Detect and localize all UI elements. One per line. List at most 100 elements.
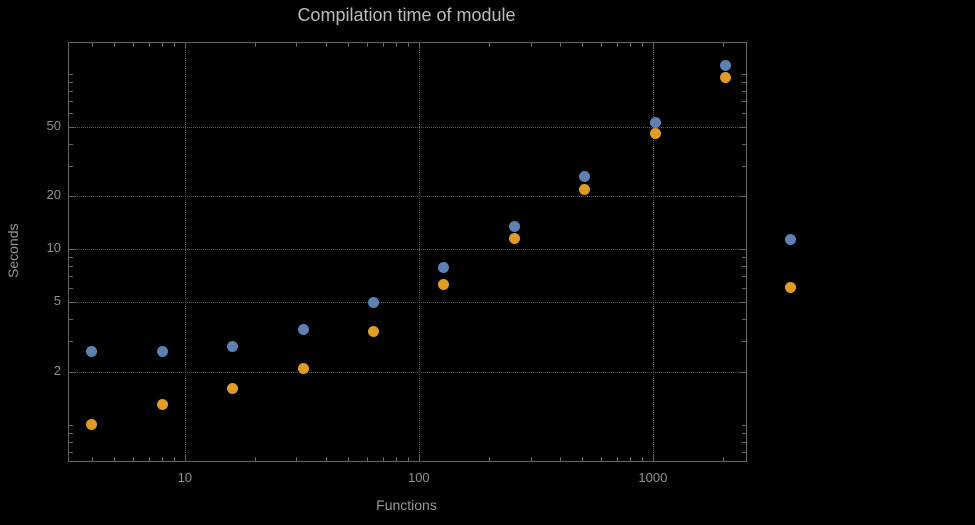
x-minor-tick [255, 457, 257, 461]
data-point-series2 [438, 278, 450, 290]
data-point-series1 [579, 170, 591, 182]
y-minor-tick [742, 340, 746, 342]
y-gridline [69, 249, 746, 251]
x-minor-tick [132, 43, 134, 47]
x-minor-tick [530, 457, 532, 461]
y-minor-tick [69, 73, 73, 75]
x-gridline [652, 43, 654, 461]
y-major-tick [69, 249, 75, 251]
data-point-series1 [438, 261, 450, 273]
x-minor-tick [408, 457, 410, 461]
x-minor-tick [630, 43, 632, 47]
legend-marker-series1 [785, 234, 796, 245]
legend-marker-series2 [785, 282, 796, 293]
y-tick-label: 50 [46, 117, 61, 133]
y-minor-tick [69, 81, 73, 83]
data-point-series2 [156, 399, 168, 411]
data-point-series2 [86, 419, 98, 431]
y-minor-tick [69, 276, 73, 278]
y-minor-tick [742, 90, 746, 92]
data-point-series1 [227, 340, 239, 352]
x-gridline [418, 43, 420, 461]
y-minor-tick [742, 81, 746, 83]
x-minor-tick [723, 457, 725, 461]
data-point-series1 [156, 346, 168, 358]
data-point-series1 [297, 323, 309, 335]
y-tick-label: 20 [46, 187, 61, 203]
y-minor-tick [742, 112, 746, 114]
y-minor-tick [742, 319, 746, 321]
x-minor-tick [114, 457, 116, 461]
x-minor-tick [642, 457, 644, 461]
y-tick-label: 5 [53, 293, 61, 309]
y-minor-tick [742, 165, 746, 167]
y-minor-tick [69, 90, 73, 92]
y-minor-tick [742, 276, 746, 278]
y-minor-tick [69, 101, 73, 103]
y-minor-tick [742, 451, 746, 453]
x-minor-tick [530, 43, 532, 47]
y-minor-tick [69, 288, 73, 290]
x-minor-tick [396, 43, 398, 47]
y-minor-tick [69, 451, 73, 453]
y-major-tick [69, 126, 75, 128]
data-point-series1 [508, 220, 520, 232]
y-minor-tick [742, 266, 746, 268]
y-minor-tick [69, 340, 73, 342]
y-minor-tick [742, 143, 746, 145]
y-minor-tick [742, 432, 746, 434]
x-minor-tick [366, 457, 368, 461]
y-minor-tick [69, 165, 73, 167]
y-minor-tick [742, 441, 746, 443]
data-point-series2 [227, 383, 239, 395]
x-minor-tick [616, 43, 618, 47]
x-minor-tick [174, 43, 176, 47]
x-minor-tick [600, 43, 602, 47]
x-minor-tick [132, 457, 134, 461]
x-minor-tick [616, 457, 618, 461]
y-major-tick [740, 196, 746, 198]
x-minor-tick [348, 457, 350, 461]
x-minor-tick [255, 43, 257, 47]
x-minor-tick [325, 43, 327, 47]
y-minor-tick [742, 101, 746, 103]
x-minor-tick [382, 457, 384, 461]
y-gridline [69, 302, 746, 304]
y-minor-tick [69, 257, 73, 259]
chart-title: Compilation time of module [297, 5, 516, 25]
y-minor-tick [69, 266, 73, 268]
data-point-series2 [649, 127, 661, 139]
x-minor-tick [91, 43, 93, 47]
x-major-tick [652, 455, 654, 461]
data-point-series2 [367, 325, 379, 337]
y-minor-tick [69, 112, 73, 114]
x-major-tick [184, 455, 186, 461]
x-minor-tick [162, 43, 164, 47]
y-tick-label: 2 [53, 362, 61, 378]
y-minor-tick [742, 257, 746, 259]
x-tick-label: 10 [177, 470, 193, 485]
x-minor-tick [559, 43, 561, 47]
x-minor-tick [642, 43, 644, 47]
x-minor-tick [489, 43, 491, 47]
x-minor-tick [582, 43, 584, 47]
data-point-series1 [86, 346, 98, 358]
x-minor-tick [296, 43, 298, 47]
y-minor-tick [742, 288, 746, 290]
y-major-tick [740, 249, 746, 251]
y-minor-tick [69, 143, 73, 145]
x-major-tick [184, 43, 186, 49]
x-axis-label: Functions [376, 497, 437, 513]
y-minor-tick [69, 432, 73, 434]
y-gridline [69, 371, 746, 373]
data-point-series1 [649, 116, 661, 128]
x-minor-tick [325, 457, 327, 461]
y-minor-tick [742, 73, 746, 75]
x-minor-tick [600, 457, 602, 461]
x-minor-tick [723, 43, 725, 47]
y-major-tick [740, 126, 746, 128]
y-gridline [69, 126, 746, 128]
x-minor-tick [162, 457, 164, 461]
data-point-series2 [508, 233, 520, 245]
x-minor-tick [348, 43, 350, 47]
